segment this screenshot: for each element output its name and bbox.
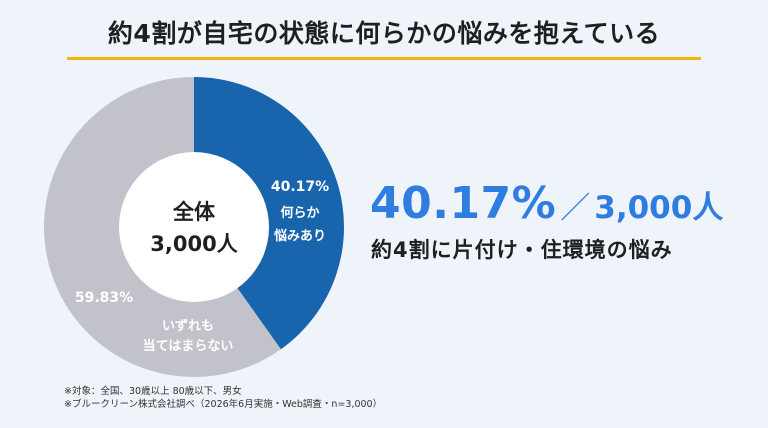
highlight-separator: ／ bbox=[560, 191, 591, 226]
donut-slice-1 bbox=[194, 77, 345, 350]
slice-2-label-line2: 当てはまらない bbox=[143, 338, 234, 354]
slice-1-value-label: 40.17% bbox=[271, 179, 329, 195]
footnote-source: ※ブルークリーン株式会社調べ（2026年6月実施・Web調査・n=3,000） bbox=[64, 399, 383, 410]
title-underline bbox=[67, 57, 701, 60]
highlight-stat: 40.17% ／ 3,000人 bbox=[370, 178, 723, 229]
slice-1-label-line2: 悩みあり bbox=[273, 228, 326, 244]
center-label-count: 3,000人 bbox=[150, 232, 237, 256]
donut-hole bbox=[119, 152, 269, 302]
slice-1-label-line1: 何らか bbox=[280, 205, 319, 221]
slice-2-label-line1: いずれも bbox=[162, 318, 214, 334]
footnote-target: ※対象：全国、30歳以上 80歳以下、男女 bbox=[64, 386, 242, 397]
highlight-percent: 40.17% bbox=[370, 178, 557, 229]
slice-2-value-label: 59.83% bbox=[75, 290, 133, 306]
center-label-title: 全体 bbox=[172, 200, 216, 224]
chart-title: 約4割が自宅の状態に何らかの悩みを抱えている bbox=[107, 19, 661, 48]
highlight-caption: 約4割に片付け・住環境の悩み bbox=[371, 238, 673, 262]
highlight-count: 3,000人 bbox=[594, 190, 724, 226]
